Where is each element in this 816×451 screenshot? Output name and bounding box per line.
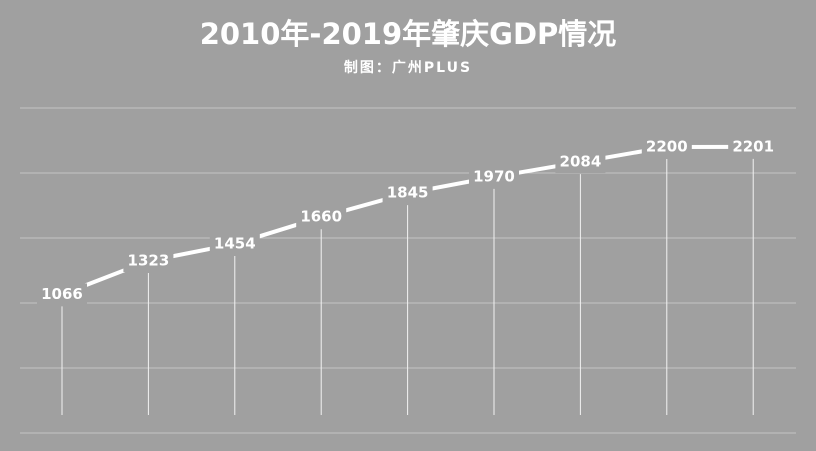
data-label: 1454 bbox=[214, 234, 256, 252]
data-label: 2201 bbox=[732, 137, 774, 155]
label-bg bbox=[641, 136, 692, 158]
label-bg bbox=[209, 232, 260, 255]
data-label: 1970 bbox=[473, 167, 515, 185]
data-label: 1323 bbox=[128, 252, 170, 270]
data-label: 1845 bbox=[387, 184, 429, 202]
label-bg bbox=[728, 135, 779, 158]
chart-subtitle: 制图：广州PLUS bbox=[344, 59, 472, 76]
label-bg bbox=[37, 283, 87, 306]
label-bg bbox=[382, 182, 433, 205]
label-bg bbox=[469, 165, 519, 188]
data-label: 1066 bbox=[41, 285, 83, 303]
chart-title: 2010年-2019年肇庆GDP情况 bbox=[200, 17, 617, 51]
data-label: 2200 bbox=[646, 138, 688, 156]
label-bg bbox=[296, 206, 347, 229]
label-bg bbox=[555, 151, 606, 174]
data-label: 1660 bbox=[300, 208, 342, 226]
data-label: 2084 bbox=[560, 153, 602, 171]
label-bg bbox=[123, 250, 174, 273]
